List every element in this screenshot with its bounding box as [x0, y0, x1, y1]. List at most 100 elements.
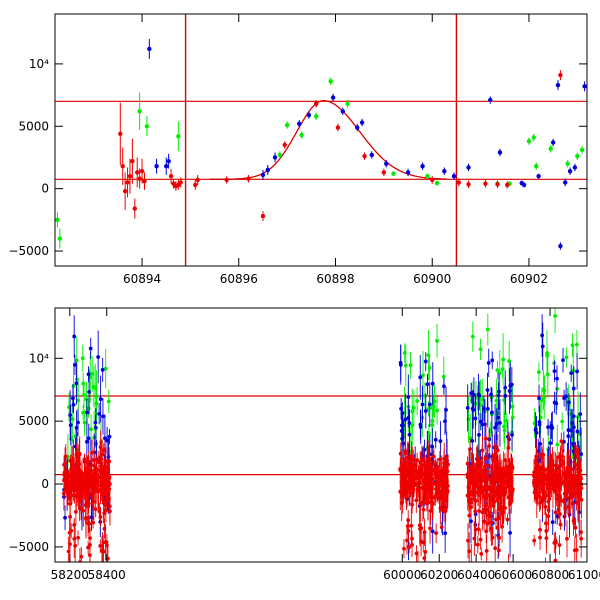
point-red-s0-183 [84, 466, 89, 471]
point-blue-s1-51 [427, 402, 432, 407]
point-red-s2-227 [492, 494, 497, 499]
point-green-s0-9 [106, 399, 111, 404]
point-blue-s0-18 [96, 355, 101, 359]
point-green-s2-21 [510, 415, 515, 420]
point-red-s3-203 [559, 482, 564, 486]
point-red-s3-127 [563, 506, 568, 511]
point-red-s3-78 [543, 493, 548, 498]
point-blue-18 [451, 173, 457, 179]
point-blue-s2-4 [465, 405, 470, 410]
xtick-label-4: 60902 [510, 272, 548, 286]
point-blue-s1-9 [420, 402, 425, 407]
point-red-s1-205 [419, 471, 424, 476]
point-red-s1-236 [414, 551, 419, 556]
point-red-s0-201 [103, 458, 108, 463]
point-green-s3-0 [560, 419, 565, 424]
plot-frame [54, 307, 588, 563]
point-red-s2-89 [473, 527, 478, 532]
point-blue-s1-18 [430, 381, 435, 386]
point-blue-14 [384, 161, 389, 166]
point-blue-s2-47 [490, 358, 495, 363]
point-red-s2-172 [484, 436, 488, 441]
point-green-s0-6 [74, 358, 79, 363]
point-red-31 [505, 182, 510, 188]
point-red-15 [178, 180, 183, 185]
point-red-7 [135, 170, 140, 175]
point-red-s2-228 [505, 464, 510, 469]
point-red-s3-233 [579, 486, 584, 491]
point-green-s0-24 [70, 417, 75, 421]
point-red-s2-193 [483, 456, 488, 461]
point-red-s0-81 [102, 526, 107, 531]
point-red-s1-232 [428, 509, 433, 513]
point-blue-s1-54 [444, 407, 448, 412]
point-red-s1-237 [436, 483, 441, 488]
point-blue-s3-4 [555, 514, 560, 519]
point-blue-s2-20 [470, 438, 475, 443]
point-red-s1-227 [414, 498, 419, 503]
point-blue-s3-24 [571, 425, 576, 430]
point-red-s1-194 [437, 494, 442, 499]
point-red-s2-199 [509, 476, 514, 480]
point-blue-s3-6 [571, 414, 576, 419]
point-red-s3-31 [543, 504, 548, 509]
point-green-9 [313, 114, 319, 119]
point-red-s0-191 [107, 459, 112, 464]
point-green-s2-12 [501, 357, 506, 362]
point-blue-s3-27 [578, 412, 583, 417]
point-red-s3-124 [544, 536, 549, 541]
point-red-s2-203 [500, 473, 504, 477]
point-green-s0-28 [80, 356, 85, 361]
point-red-s2-223 [465, 472, 470, 477]
point-red-s1-235 [398, 489, 403, 494]
point-red-0 [118, 131, 123, 136]
point-blue-s0-46 [86, 436, 91, 441]
point-blue-s1-46 [433, 437, 438, 442]
point-green-s2-25 [485, 327, 490, 332]
point-green-20 [548, 146, 553, 151]
point-blue-s2-43 [509, 382, 514, 387]
point-red-s0-168 [90, 450, 94, 455]
point-blue-s3-18 [554, 401, 559, 406]
ytick-label-3: 10⁴ [29, 351, 49, 365]
point-red-s0-223 [104, 495, 109, 500]
point-green-s1-28 [426, 430, 431, 435]
point-red-s2-139 [478, 537, 483, 542]
point-green-s3-4 [564, 355, 569, 360]
point-red-s2-219 [489, 520, 493, 525]
point-red-s3-168 [538, 535, 542, 540]
point-red-s2-47 [482, 519, 486, 524]
point-red-s0-109 [86, 545, 91, 550]
point-red-s0-234 [93, 482, 98, 487]
point-blue-s3-15 [540, 344, 545, 349]
point-red-s1-209 [409, 465, 413, 470]
point-red-s2-176 [507, 564, 511, 568]
point-blue-s1-32 [438, 439, 443, 444]
point-red-s0-235 [65, 476, 70, 481]
point-green-s2-26 [494, 398, 499, 403]
point-red-s2-171 [469, 500, 474, 505]
point-red-s0-130 [93, 507, 98, 512]
point-red-s3-232 [574, 491, 579, 495]
point-red-s3-130 [557, 470, 562, 474]
point-red-23 [335, 125, 341, 130]
point-red-21 [282, 142, 287, 148]
point-blue-s0-52 [98, 397, 103, 401]
point-red-s1-201 [442, 461, 447, 466]
point-green-s0-10 [82, 392, 86, 397]
point-red-s2-184 [490, 465, 494, 470]
point-red-s1-83 [422, 530, 427, 534]
point-red-s3-215 [567, 486, 572, 491]
point-blue-28 [563, 180, 568, 185]
point-red-s2-79 [472, 536, 477, 541]
point-green-s0-7 [81, 381, 86, 386]
point-red-s2-197 [479, 474, 484, 479]
point-blue-s1-43 [398, 362, 403, 367]
point-green-17 [526, 139, 532, 144]
point-red-s1-222 [400, 484, 405, 489]
point-blue-s2-56 [490, 410, 494, 415]
point-red-s3-177 [578, 491, 582, 496]
point-red-s2-207 [503, 458, 507, 462]
point-green-s2-20 [510, 404, 515, 409]
plot-frame [54, 13, 588, 267]
